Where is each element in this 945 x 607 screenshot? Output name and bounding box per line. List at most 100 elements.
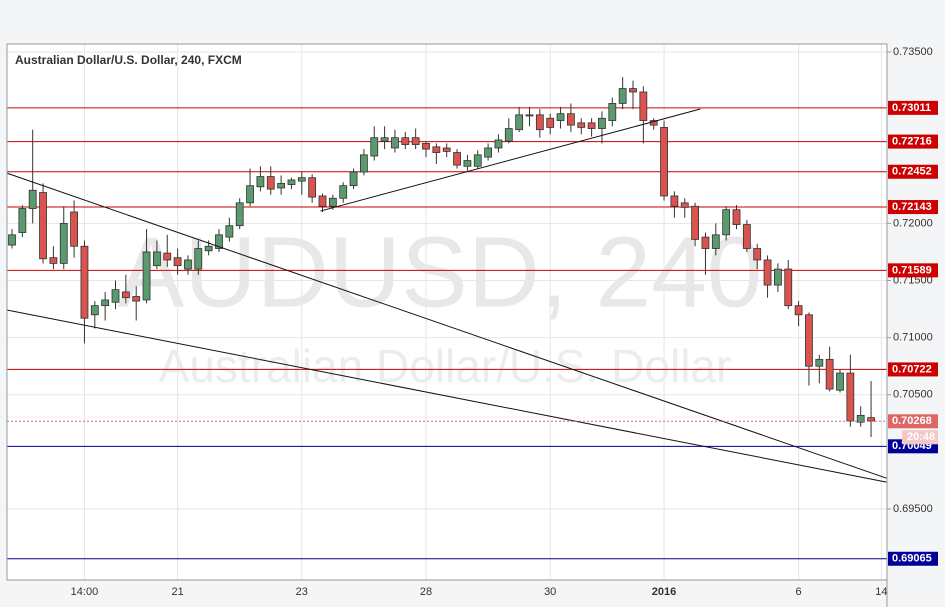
- candle-body: [691, 205, 699, 240]
- y-tick-label: 0.72000: [893, 217, 933, 229]
- candle-body: [370, 137, 379, 157]
- candle-body: [184, 259, 192, 270]
- y-tick-label: 0.71500: [893, 274, 933, 286]
- candle-body: [815, 358, 824, 367]
- candle-body: [111, 289, 120, 303]
- x-tick-label: 28: [420, 586, 432, 598]
- candle-body: [173, 257, 182, 267]
- candle-body: [28, 189, 37, 209]
- candle-body: [215, 234, 223, 249]
- y-tick-label: 0.70500: [893, 389, 933, 401]
- watermark-description: Australian Dollar/U.S. Dollar: [159, 340, 732, 392]
- y-tick-label: 0.71000: [893, 332, 933, 344]
- candle-body: [711, 234, 720, 249]
- watermark-symbol: AUDUSD, 240: [118, 216, 763, 328]
- x-tick-label: 30: [544, 586, 556, 598]
- candle-body: [846, 372, 855, 422]
- price-label: 0.70268: [892, 415, 932, 427]
- candle-body: [722, 209, 731, 236]
- candle-body: [235, 202, 244, 227]
- candle-body: [49, 257, 58, 264]
- level-label: 0.72716: [892, 135, 932, 147]
- level-label: 0.71589: [892, 264, 932, 276]
- candle-body: [18, 208, 27, 233]
- candle-body: [577, 122, 586, 128]
- y-tick-label: 0.73500: [893, 46, 933, 58]
- candle-body: [152, 251, 161, 267]
- price-label-box: [888, 414, 938, 429]
- candle-body: [836, 372, 844, 391]
- candle-body: [70, 211, 78, 247]
- candle-body: [784, 268, 793, 307]
- candle-body: [163, 252, 172, 261]
- candle-body: [132, 296, 141, 302]
- candle-body: [391, 137, 399, 149]
- plot-area: [7, 44, 887, 580]
- x-tick-label: 14:00: [71, 586, 99, 598]
- candle-body: [194, 248, 203, 270]
- candle-body: [618, 88, 627, 104]
- candle-body: [411, 137, 420, 145]
- level-label-box: [888, 263, 938, 278]
- candle-body: [515, 114, 524, 131]
- level-label: 0.72143: [892, 201, 932, 213]
- countdown-box: [902, 430, 938, 445]
- countdown-label: 20:48: [907, 431, 935, 443]
- candle-body: [142, 251, 151, 301]
- candle-body: [598, 117, 606, 129]
- candle-body: [556, 113, 565, 121]
- candle-body: [732, 209, 741, 225]
- candle-body: [463, 160, 472, 167]
- candle-body: [339, 185, 348, 199]
- level-label: 0.70722: [892, 363, 932, 375]
- level-label: 0.73011: [892, 102, 931, 114]
- candle-body: [39, 192, 47, 260]
- level-label: 0.72452: [892, 166, 932, 178]
- candle-body: [225, 225, 234, 238]
- x-tick-label: 6: [796, 586, 802, 598]
- candle-body: [856, 414, 865, 423]
- level-label-box: [888, 200, 938, 215]
- candle-body: [318, 195, 327, 207]
- candle-body: [204, 245, 213, 252]
- candle-body: [328, 197, 337, 207]
- candle-body: [535, 114, 544, 131]
- candle-body: [422, 143, 430, 150]
- candle-body: [90, 305, 99, 316]
- candle-body: [608, 103, 617, 121]
- x-tick-label: 23: [296, 586, 308, 598]
- candle-body: [525, 114, 534, 117]
- candle-body: [825, 358, 834, 390]
- candle-body: [484, 147, 493, 158]
- candle-body: [504, 128, 513, 142]
- axes: 0.73500 0.72000 0.71500 0.71000 0.70500 0.695…: [71, 46, 938, 598]
- candle-body: [805, 314, 813, 367]
- candle-body: [567, 113, 575, 126]
- candle-body: [794, 305, 803, 316]
- candle-body: [101, 299, 110, 307]
- y-tick-label: 0.69500: [893, 503, 933, 515]
- x-tick-label: 2016: [652, 586, 676, 598]
- candle-body: [587, 122, 596, 129]
- level-label-box: [888, 362, 938, 377]
- candle-body: [680, 202, 689, 208]
- candle-body: [670, 195, 679, 207]
- candle-body: [297, 177, 306, 182]
- candle-body: [287, 179, 296, 185]
- candle-body: [401, 137, 410, 145]
- marks: [6, 77, 887, 560]
- trendline: [6, 309, 887, 483]
- candle-body: [359, 154, 368, 173]
- chart-title: Australian Dollar/U.S. Dollar, 240, FXCM: [15, 53, 242, 67]
- level-label-box: [888, 164, 938, 179]
- candle-body: [867, 417, 875, 422]
- candle-body: [774, 268, 782, 286]
- candle-body: [660, 127, 668, 197]
- candle-body: [277, 182, 286, 189]
- candle-body: [701, 236, 710, 249]
- trendline: [320, 108, 701, 212]
- candle-body: [453, 152, 461, 166]
- candle-body: [256, 176, 265, 188]
- level-label: 0.69065: [892, 553, 932, 565]
